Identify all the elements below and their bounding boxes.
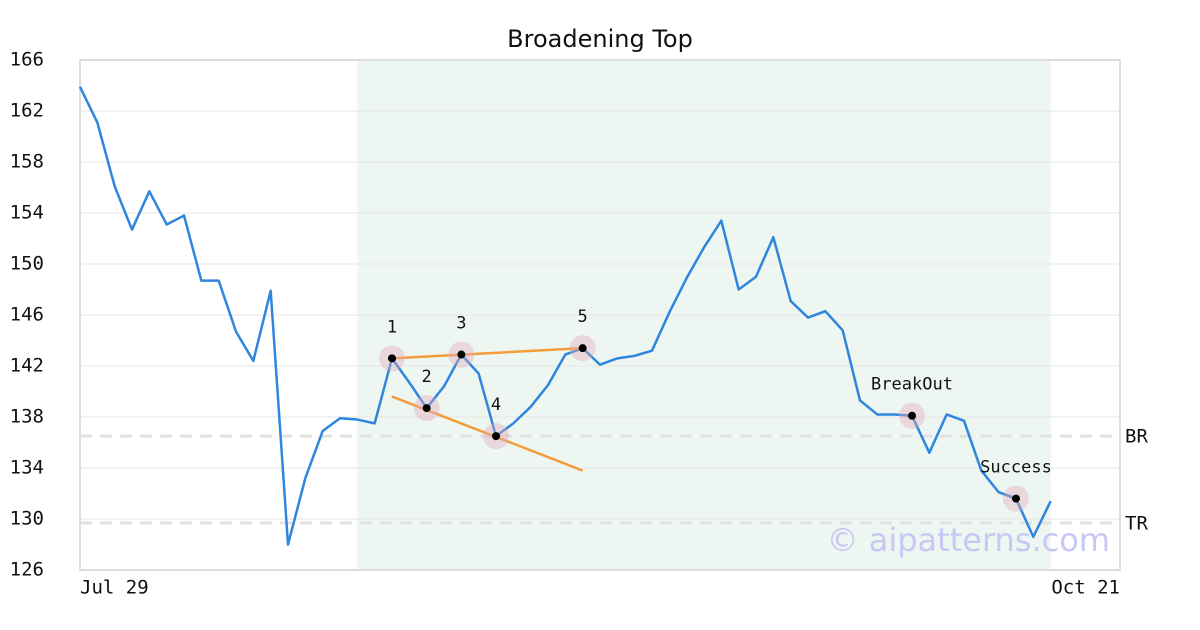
y-tick-label: 158 (10, 151, 44, 173)
y-tick-label: 146 (10, 304, 44, 326)
point-label: 4 (491, 395, 501, 415)
reference-label: TR (1125, 512, 1148, 534)
point-dot (388, 354, 396, 363)
point-label: 2 (422, 367, 432, 387)
point-dot (578, 344, 587, 353)
point-dot (492, 432, 500, 441)
y-tick-label: 134 (10, 457, 44, 479)
point-label: 3 (456, 314, 466, 334)
point-dot (457, 350, 466, 359)
watermark: © aipatterns.com (827, 521, 1110, 559)
trendline (391, 346, 583, 360)
x-tick-label: Jul 29 (80, 577, 149, 599)
point-label: 5 (578, 307, 588, 327)
y-tick-label: 150 (10, 253, 44, 275)
y-tick-label: 126 (10, 559, 44, 581)
plot-border (79, 59, 1121, 571)
y-tick-label: 138 (10, 406, 44, 428)
price-line (78, 86, 1052, 546)
point-dot (908, 411, 916, 420)
y-tick-label: 142 (10, 355, 44, 377)
point-dot (422, 404, 431, 413)
reference-label: BR (1125, 426, 1148, 448)
x-tick-label: Oct 21 (1051, 577, 1120, 599)
point-label: BreakOut (871, 375, 953, 395)
y-tick-label: 162 (10, 100, 44, 122)
point-dot (1012, 494, 1020, 503)
y-tick-label: 166 (10, 49, 44, 71)
chart-title: Broadening Top (507, 25, 693, 53)
y-tick-label: 130 (10, 508, 44, 530)
point-label: 1 (387, 317, 397, 337)
point-label: Success (980, 458, 1052, 478)
y-tick-label: 154 (10, 202, 44, 224)
